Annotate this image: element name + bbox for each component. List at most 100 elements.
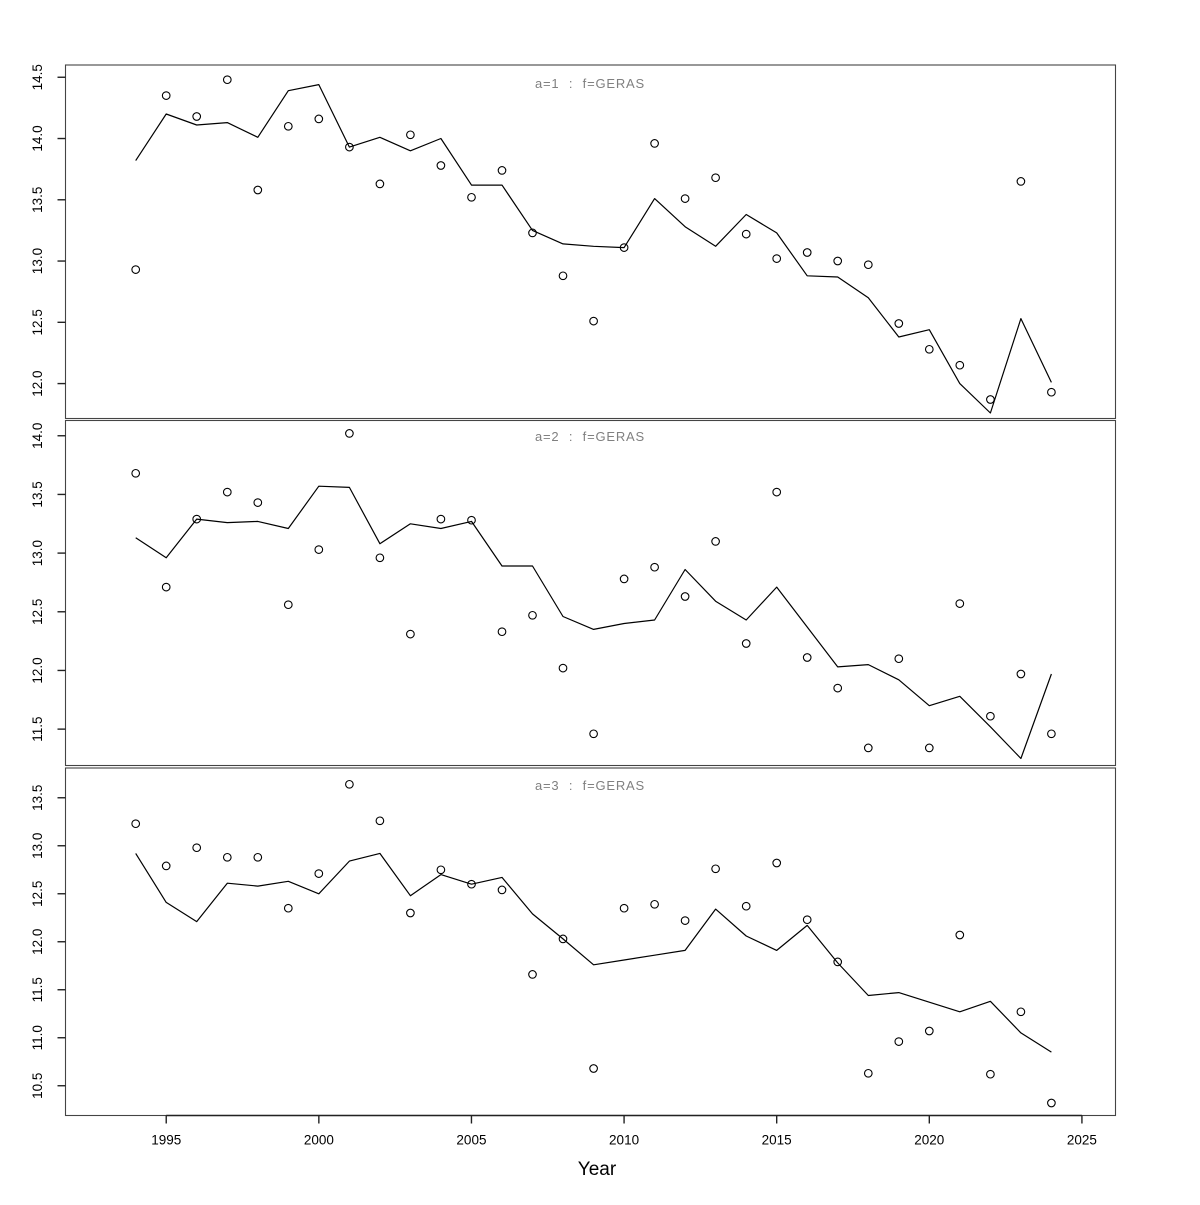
data-point	[1047, 387, 1056, 397]
data-point	[192, 112, 202, 121]
y-tick-label: 11.5	[30, 716, 45, 741]
data-point	[802, 653, 812, 662]
data-point	[345, 429, 354, 438]
data-point	[589, 1064, 598, 1073]
panel-a3-title: a=3 : f=GERAS	[535, 778, 645, 793]
data-point	[497, 166, 507, 175]
y-tick-label: 11.0	[30, 1025, 45, 1050]
y-tick-label: 12.0	[30, 929, 45, 955]
data-point	[741, 639, 751, 648]
y-tick-label: 13.5	[30, 481, 45, 507]
x-axis: 1995 2000 2005 2010 2015 2020 2025	[151, 1114, 1097, 1148]
data-point	[192, 843, 202, 853]
panel-a1-data	[131, 75, 1056, 414]
data-point	[375, 816, 385, 826]
data-point	[986, 1069, 995, 1079]
y-tick-label: 10.5	[30, 1073, 45, 1099]
panel-a2: a=2 : f=GERAS 11.5 12.0 12.5 13.0 13.5 14.0	[30, 419, 1117, 767]
y-tick-label: 14.5	[30, 64, 45, 90]
data-point	[375, 553, 385, 563]
data-point	[528, 228, 537, 238]
data-point	[680, 592, 690, 601]
panel-a3-y-axis: 10.5 11.0 11.5 12.0 12.5 13.0 13.5	[30, 785, 66, 1099]
panel-a2-y-axis: 11.5 12.0 12.5 13.0 13.5 14.0	[30, 423, 66, 742]
data-point	[222, 487, 232, 497]
panel-a1-y-axis: 12.0 12.5 13.0 13.5 14.0 14.5	[30, 64, 66, 397]
x-tick-label: 2005	[456, 1133, 486, 1148]
y-tick-label: 12.5	[30, 309, 45, 335]
y-tick-label: 13.0	[30, 540, 45, 566]
data-point	[222, 852, 232, 862]
data-point	[650, 562, 659, 572]
data-point	[1047, 729, 1056, 739]
data-point	[986, 711, 995, 721]
data-point	[406, 629, 415, 639]
data-point	[680, 194, 690, 203]
data-point	[894, 1037, 904, 1046]
x-tick-label: 1995	[151, 1133, 181, 1148]
data-point	[1016, 177, 1026, 186]
data-point	[283, 600, 293, 610]
y-tick-label: 12.0	[30, 370, 45, 396]
y-tick-label: 12.5	[30, 599, 45, 625]
data-point	[711, 537, 720, 546]
data-point	[131, 468, 141, 478]
panel-a3: a=3 : f=GERAS 10.5 11.0 11.5 12.0 12.5 13.0 13…	[30, 767, 1117, 1117]
panel-a1-border	[64, 64, 1117, 420]
data-point	[863, 1068, 873, 1078]
panel-a2-title: a=2 : f=GERAS	[535, 429, 645, 444]
x-tick-label: 2010	[609, 1133, 639, 1148]
y-tick-label: 12.5	[30, 881, 45, 907]
data-point	[802, 915, 812, 925]
data-point	[772, 254, 782, 263]
y-tick-label: 12.0	[30, 657, 45, 683]
data-point	[558, 271, 568, 281]
data-point	[345, 779, 354, 789]
data-point	[650, 899, 659, 909]
data-point	[222, 75, 232, 85]
data-point	[192, 514, 202, 524]
data-point	[589, 729, 598, 739]
data-point	[772, 487, 782, 497]
data-point	[619, 243, 629, 252]
data-point	[741, 229, 751, 239]
data-point	[1016, 669, 1026, 679]
data-point	[955, 599, 965, 608]
data-point	[528, 610, 537, 620]
data-point	[253, 185, 263, 195]
data-point	[1047, 1098, 1056, 1108]
data-point	[253, 498, 263, 507]
data-point	[986, 395, 995, 404]
data-point	[436, 865, 446, 875]
data-point	[345, 142, 354, 152]
panel-a3-border	[64, 767, 1117, 1117]
data-point	[833, 256, 843, 266]
x-tick-label: 2020	[914, 1133, 944, 1148]
data-point	[894, 319, 904, 328]
x-tick-label: 2025	[1067, 1133, 1097, 1148]
data-point	[467, 515, 476, 525]
data-point	[436, 161, 446, 170]
data-point	[741, 901, 751, 911]
data-point	[467, 192, 476, 202]
data-point	[955, 930, 965, 940]
y-tick-label: 14.0	[30, 125, 45, 151]
panel-a1-title: a=1 : f=GERAS	[535, 76, 645, 91]
y-tick-label: 13.5	[30, 785, 45, 811]
data-point	[283, 121, 293, 131]
panel-a3-data	[131, 779, 1056, 1108]
data-point	[924, 344, 934, 354]
data-point	[711, 864, 720, 874]
data-point	[619, 574, 629, 584]
trend-line	[135, 83, 1052, 414]
data-point	[833, 957, 843, 967]
data-point	[650, 139, 659, 148]
data-point	[375, 179, 385, 189]
data-point	[772, 858, 782, 868]
x-axis-title: Year	[578, 1159, 617, 1180]
data-point	[589, 316, 598, 326]
data-point	[894, 654, 904, 664]
x-tick-label: 2015	[762, 1133, 792, 1148]
data-point	[863, 260, 873, 270]
